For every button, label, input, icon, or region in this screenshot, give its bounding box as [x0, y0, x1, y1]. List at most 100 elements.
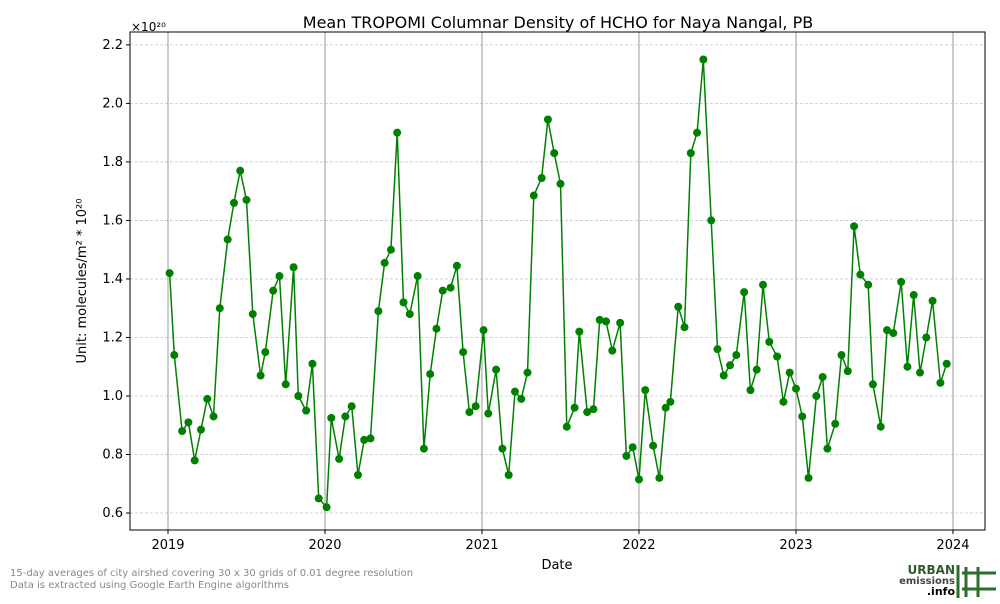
- data-point: [936, 378, 945, 387]
- data-point: [203, 394, 212, 403]
- data-point: [818, 372, 827, 381]
- data-point: [823, 444, 832, 453]
- data-point: [446, 283, 455, 292]
- data-point: [641, 386, 650, 395]
- data-point: [779, 397, 788, 406]
- data-point: [471, 402, 480, 411]
- x-tick-label: 2021: [465, 538, 498, 553]
- data-point: [452, 261, 461, 270]
- data-point: [438, 286, 447, 295]
- data-point: [752, 365, 761, 374]
- data-point: [360, 435, 369, 444]
- data-point: [746, 386, 755, 395]
- data-point: [510, 387, 519, 396]
- data-point: [719, 371, 728, 380]
- data-point: [556, 179, 565, 188]
- data-point: [655, 473, 664, 482]
- data-point: [517, 394, 526, 403]
- data-point: [883, 326, 892, 335]
- data-point: [856, 270, 865, 279]
- y-tick-label: 1.4: [102, 272, 123, 287]
- data-point: [850, 222, 859, 231]
- x-tick-label: 2019: [151, 538, 184, 553]
- data-point: [608, 346, 617, 355]
- data-point: [256, 371, 265, 380]
- data-point: [649, 441, 658, 450]
- data-point: [928, 296, 937, 305]
- data-point: [732, 351, 741, 360]
- y-tick-label: 0.6: [102, 506, 123, 521]
- data-point: [765, 337, 774, 346]
- logo-text: URBAN: [908, 563, 955, 577]
- data-point: [622, 451, 631, 460]
- data-point: [209, 412, 218, 421]
- data-point: [674, 302, 683, 311]
- data-point: [327, 413, 336, 422]
- data-point: [523, 368, 532, 377]
- data-point: [942, 359, 951, 368]
- x-tick-label: 2020: [308, 538, 341, 553]
- data-point: [713, 345, 722, 354]
- data-point: [773, 352, 782, 361]
- data-point: [341, 412, 350, 421]
- chart-title: Mean TROPOMI Columnar Density of HCHO fo…: [303, 13, 813, 32]
- footnote: 15-day averages of city airshed covering…: [10, 568, 413, 579]
- data-point: [837, 351, 846, 360]
- data-point: [484, 409, 493, 418]
- data-point: [314, 494, 323, 503]
- data-point: [347, 402, 356, 411]
- data-point: [889, 329, 898, 338]
- x-tick-label: 2024: [936, 538, 969, 553]
- data-point: [583, 408, 592, 417]
- footnote: Data is extracted using Google Earth Eng…: [10, 580, 289, 591]
- y-tick-label: 1.0: [102, 389, 123, 404]
- data-point: [459, 348, 468, 357]
- data-point: [308, 359, 317, 368]
- data-point: [229, 198, 238, 207]
- data-point: [275, 272, 284, 281]
- data-point: [419, 444, 428, 453]
- data-point: [353, 470, 362, 479]
- data-point: [242, 195, 251, 204]
- data-point: [575, 327, 584, 336]
- y-axis-label: Unit: molecules/m² * 10²⁰: [75, 199, 90, 364]
- data-point: [831, 419, 840, 428]
- data-point: [504, 470, 513, 479]
- data-point: [868, 380, 877, 389]
- data-point: [479, 326, 488, 335]
- data-point: [289, 263, 298, 272]
- data-point: [707, 216, 716, 225]
- data-point: [666, 397, 675, 406]
- data-point: [543, 115, 552, 124]
- data-point: [903, 362, 912, 371]
- data-point: [798, 412, 807, 421]
- x-tick-label: 2022: [622, 538, 655, 553]
- data-point: [616, 318, 625, 327]
- logo-text: .info: [927, 585, 956, 598]
- data-point: [916, 368, 925, 377]
- data-point: [492, 365, 501, 374]
- y-tick-label: 1.2: [102, 330, 123, 345]
- data-point: [374, 307, 383, 316]
- series-line: [168, 59, 948, 510]
- y-tick-label: 1.8: [102, 155, 123, 170]
- data-point: [236, 166, 245, 175]
- plot-frame: [129, 31, 986, 531]
- data-point: [269, 286, 278, 295]
- data-point: [759, 280, 768, 289]
- y-offset-label: ×10²⁰: [131, 20, 166, 34]
- data-point: [322, 503, 331, 512]
- data-point: [165, 269, 174, 278]
- data-point: [215, 304, 224, 313]
- data-point: [281, 380, 290, 389]
- data-point: [393, 128, 402, 137]
- data-point: [785, 368, 794, 377]
- data-point: [413, 272, 422, 281]
- data-point: [190, 456, 199, 465]
- data-point: [550, 149, 559, 158]
- y-tick-label: 0.8: [102, 448, 123, 463]
- data-point: [909, 291, 918, 300]
- x-tick-label: 2023: [779, 538, 812, 553]
